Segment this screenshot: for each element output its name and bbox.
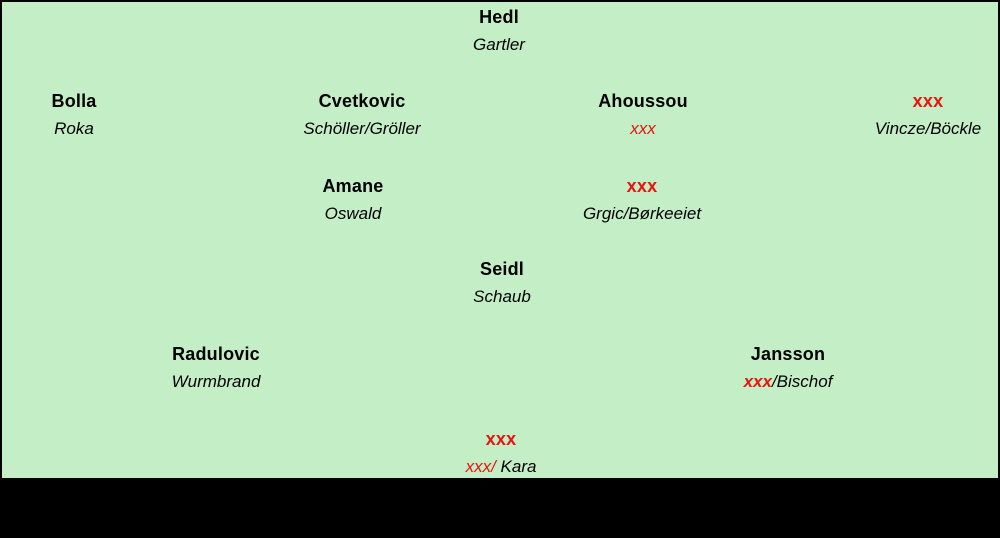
player-substitute: Schaub bbox=[473, 287, 531, 307]
substitute-text-placeholder: xxx/ bbox=[465, 457, 496, 476]
player-name-placeholder: xxx bbox=[485, 429, 517, 449]
player-cvetkovic: Cvetkovic Schöller/Gröller bbox=[303, 91, 420, 139]
player-xxx-midfield: xxx Grgic/Børkeeiet bbox=[583, 176, 701, 224]
player-substitute: xxx/ Kara bbox=[466, 457, 537, 477]
substitute-text: Kara bbox=[495, 457, 537, 476]
player-name-text: Radulovic bbox=[172, 344, 260, 364]
player-amane: Amane Oswald bbox=[322, 176, 383, 224]
player-seidl: Seidl Schaub bbox=[473, 259, 531, 307]
player-substitute: Grgic/Børkeeiet bbox=[583, 204, 701, 224]
substitute-text-placeholder: xxx bbox=[630, 119, 656, 138]
substitute-text: Vincze/Böckle bbox=[874, 119, 982, 138]
player-substitute: Wurmbrand bbox=[172, 372, 261, 392]
player-name: Hedl bbox=[473, 7, 525, 27]
substitute-text: Schöller/Gröller bbox=[303, 119, 421, 138]
substitute-text-placeholder: xxx bbox=[743, 372, 772, 391]
player-substitute: xxx/Bischof bbox=[744, 372, 833, 392]
substitute-text: Grgic/Børkeeiet bbox=[582, 204, 702, 223]
player-substitute: Schöller/Gröller bbox=[303, 119, 420, 139]
player-substitute: Vincze/Böckle bbox=[875, 119, 981, 139]
substitute-text: Schaub bbox=[473, 287, 531, 306]
player-name-text: Amane bbox=[322, 176, 384, 196]
player-name-text: Cvetkovic bbox=[318, 91, 406, 111]
player-name-text: Seidl bbox=[479, 259, 525, 279]
player-name: Cvetkovic bbox=[303, 91, 420, 111]
substitute-text: /Bischof bbox=[771, 372, 833, 391]
player-name: Amane bbox=[322, 176, 383, 196]
player-name-placeholder: xxx bbox=[912, 91, 944, 111]
player-substitute: Roka bbox=[51, 119, 96, 139]
substitute-text: Oswald bbox=[324, 204, 382, 223]
substitute-text: Wurmbrand bbox=[171, 372, 261, 391]
player-ahoussou: Ahoussou xxx bbox=[598, 91, 688, 139]
player-name: xxx bbox=[875, 91, 981, 111]
player-substitute: Gartler bbox=[473, 35, 525, 55]
player-xxx-striker: xxx xxx/ Kara bbox=[466, 429, 537, 477]
player-substitute: Oswald bbox=[322, 204, 383, 224]
player-name-text: Hedl bbox=[479, 7, 519, 27]
player-name-text: Ahoussou bbox=[598, 91, 688, 111]
player-name-placeholder: xxx bbox=[626, 176, 658, 196]
player-radulovic: Radulovic Wurmbrand bbox=[172, 344, 261, 392]
bottom-bar bbox=[2, 478, 998, 536]
player-name: Seidl bbox=[473, 259, 531, 279]
player-name: Bolla bbox=[51, 91, 96, 111]
player-bolla: Bolla Roka bbox=[51, 91, 96, 139]
player-hedl: Hedl Gartler bbox=[473, 7, 525, 55]
substitute-text: Gartler bbox=[473, 35, 525, 54]
player-name: xxx bbox=[583, 176, 701, 196]
player-xxx-back: xxx Vincze/Böckle bbox=[875, 91, 981, 139]
player-name-text: Bolla bbox=[51, 91, 97, 111]
player-name-text: Jansson bbox=[750, 344, 826, 364]
player-name: Ahoussou bbox=[598, 91, 688, 111]
player-name: xxx bbox=[466, 429, 537, 449]
substitute-text: Roka bbox=[54, 119, 94, 138]
player-jansson: Jansson xxx/Bischof bbox=[744, 344, 833, 392]
player-name: Radulovic bbox=[172, 344, 261, 364]
player-substitute: xxx bbox=[598, 119, 688, 139]
player-name: Jansson bbox=[744, 344, 833, 364]
